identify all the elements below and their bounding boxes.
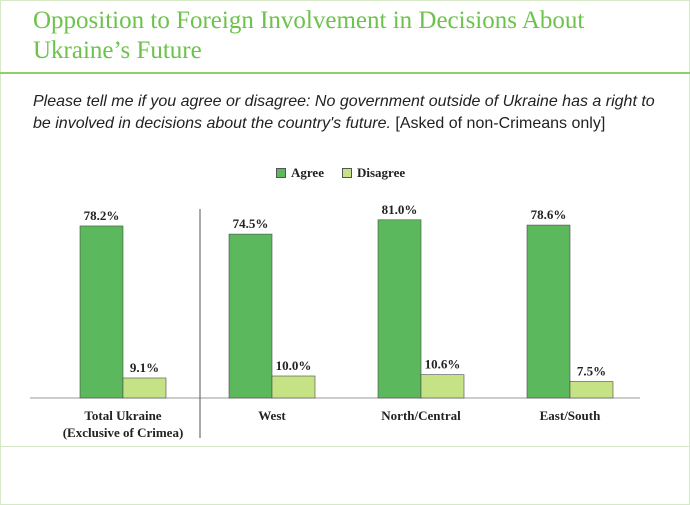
- category-label-2: North/Central: [381, 408, 461, 423]
- title-divider: [0, 72, 690, 74]
- data-label-disagree-2: 10.6%: [425, 357, 461, 372]
- bar-agree-3: [526, 224, 571, 399]
- slide-title: Opposition to Foreign Involvement in Dec…: [33, 7, 585, 64]
- legend-item-disagree: Disagree: [341, 165, 406, 181]
- question-prompt: Please tell me if you agree or disagree:…: [33, 93, 655, 132]
- data-label-agree-1: 74.5%: [233, 216, 269, 231]
- category-label-0-line-0: Total Ukraine: [84, 408, 161, 423]
- footer-divider: [0, 446, 690, 447]
- data-label-agree-2: 81.0%: [382, 202, 418, 217]
- category-label-0-line-1: (Exclusive of Crimea): [63, 425, 184, 440]
- data-label-disagree-3: 7.5%: [577, 364, 606, 379]
- category-label-3: East/South: [540, 408, 601, 423]
- legend-label-disagree: Disagree: [356, 165, 406, 180]
- data-label-agree-0: 78.2%: [84, 208, 120, 223]
- bar-disagree-0: [122, 377, 167, 399]
- bar-agree-0: [79, 225, 124, 399]
- legend-swatch-disagree: [341, 168, 352, 178]
- bar-agree-1: [228, 233, 273, 399]
- legend-label-agree: Agree: [291, 165, 324, 180]
- question-text: Please tell me if you agree or disagree:…: [33, 91, 663, 135]
- legend-swatch-agree: [276, 168, 286, 178]
- bar-disagree-1: [271, 375, 316, 399]
- bar-disagree-2: [420, 374, 465, 399]
- bar-agree-2: [377, 219, 422, 399]
- legend-item-agree: Agree: [276, 165, 324, 181]
- question-note: [Asked of non-Crimeans only]: [395, 115, 606, 132]
- chart-legend: Agree Disagree: [276, 164, 423, 182]
- bar-chart: 78.2% 74.5% 81.0% 78.6% 9.1% 10.0% 10.6% 7.5% To…: [30, 202, 640, 440]
- data-label-disagree-1: 10.0%: [276, 358, 312, 373]
- data-label-agree-3: 78.6%: [531, 207, 567, 222]
- category-label-1: West: [258, 408, 286, 423]
- data-label-disagree-0: 9.1%: [130, 360, 159, 375]
- bar-disagree-3: [569, 381, 614, 399]
